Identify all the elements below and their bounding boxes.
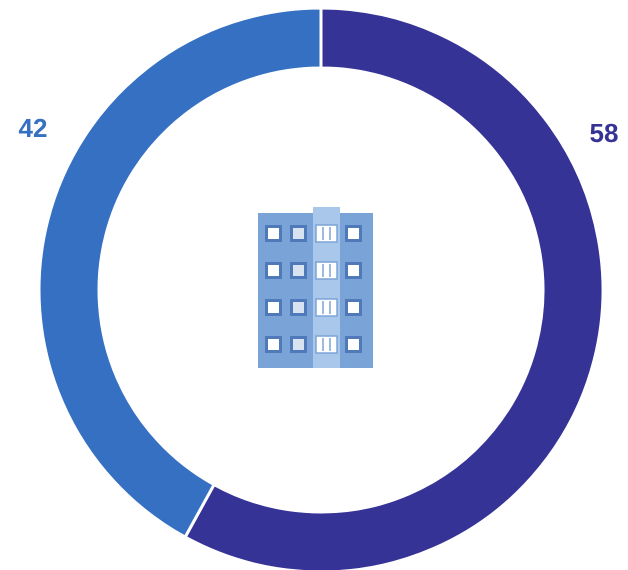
donut-slices (37, 6, 605, 570)
slice-label-58: 58 (590, 118, 619, 148)
slice-label-42: 42 (19, 113, 48, 143)
donut-slice-58 (183, 6, 605, 570)
apartment-building-icon (258, 207, 373, 368)
donut-slice-42 (37, 6, 323, 540)
